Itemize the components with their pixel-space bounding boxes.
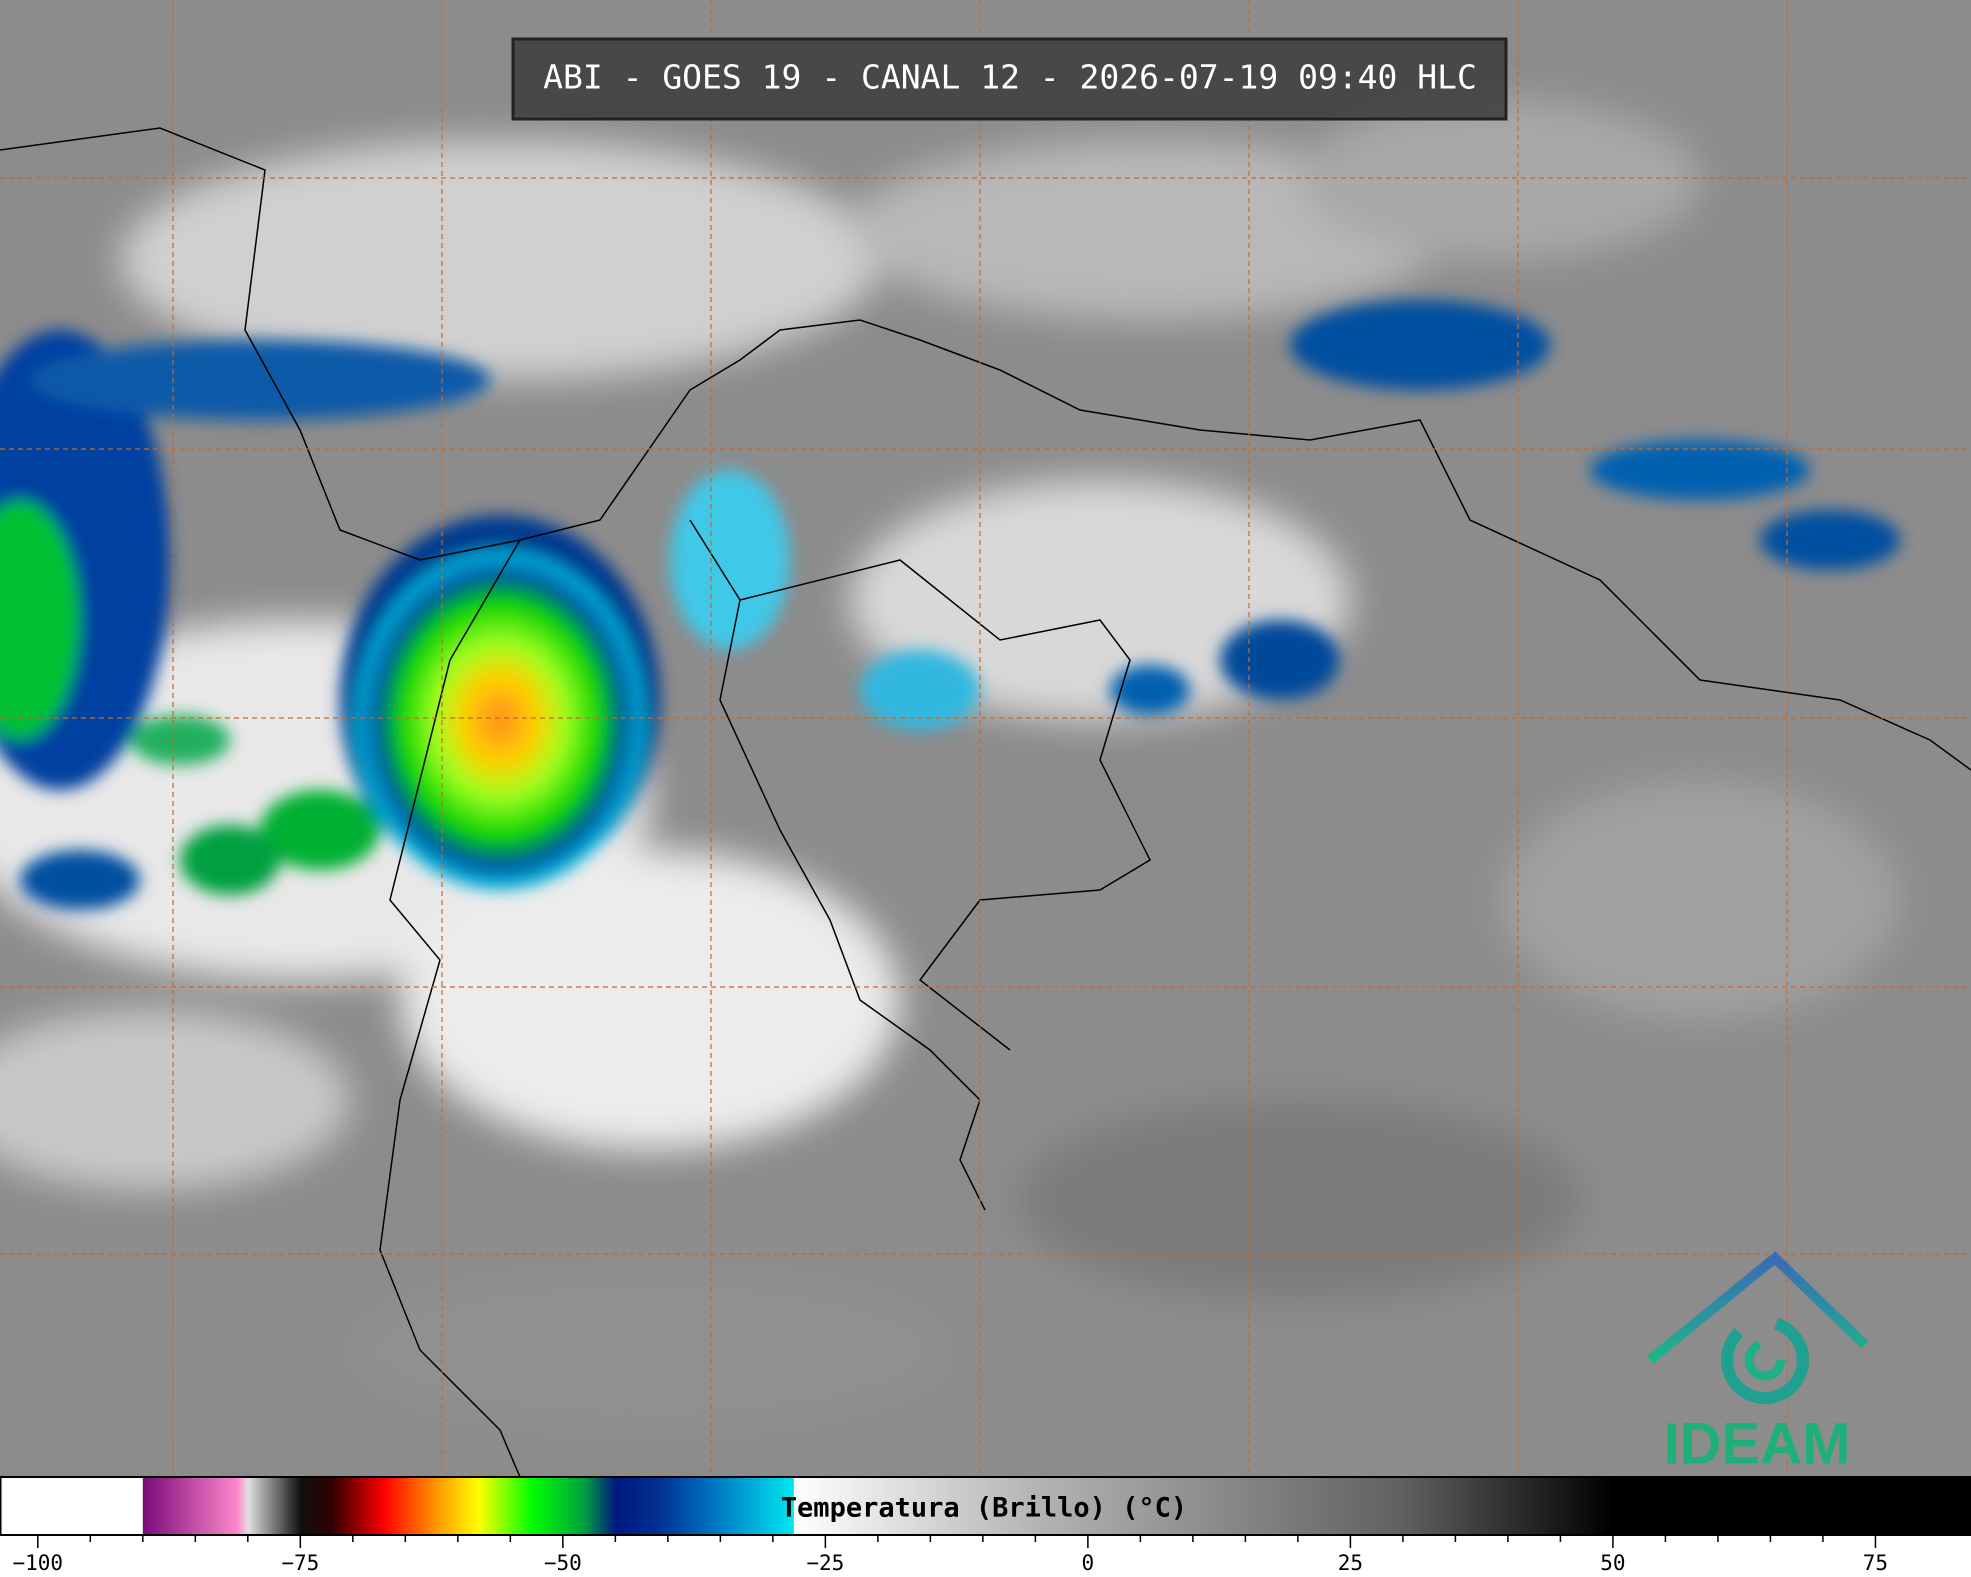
- colorbar-segment: [237, 1477, 249, 1535]
- tick-label: −25: [806, 1551, 844, 1575]
- colorbar-segment: [384, 1477, 438, 1535]
- colorbar-segment: [709, 1477, 795, 1535]
- logo-roof: [1646, 1251, 1869, 1364]
- tick-label: −50: [544, 1551, 582, 1575]
- tick-label: 25: [1338, 1551, 1363, 1575]
- tick-label: 75: [1863, 1551, 1888, 1575]
- colorbar-segment: [1035, 1477, 1404, 1535]
- colorbar-segment: [615, 1477, 658, 1535]
- colorbar-segment: [793, 1477, 1036, 1535]
- title-box: [511, 37, 1508, 121]
- title: ABI - GOES 19 - CANAL 12 - 2026-07-19 09…: [543, 58, 1477, 97]
- colorbar-segment: [300, 1477, 333, 1535]
- colorbar-segment: [478, 1477, 532, 1535]
- logo-text: IDEAM: [1664, 1411, 1851, 1476]
- colorbar-segment: [142, 1477, 238, 1535]
- tick-label: −75: [281, 1551, 319, 1575]
- logo: IDEAM: [1646, 1251, 1869, 1476]
- tick-label: −100: [13, 1551, 64, 1575]
- logo-swirl: [1721, 1316, 1809, 1404]
- convection: [0, 300, 1900, 910]
- colorbar-label: Temperatura (Brillo) (°C): [781, 1493, 1187, 1524]
- colorbar-segment: [331, 1477, 385, 1535]
- coastlines: [0, 127, 1971, 1478]
- colorbar-segment: [657, 1477, 711, 1535]
- colorbar-segment: [1402, 1477, 1614, 1535]
- graticule: [0, 0, 1971, 1477]
- colorbar-segment: [247, 1477, 301, 1535]
- colorbar-segment: [436, 1477, 480, 1535]
- colorbar: −100 −75 −50 −25 0 25 50 75: [0, 1476, 1971, 1575]
- colorbar-segment: [0, 1477, 144, 1535]
- logo-swirl: [1744, 1339, 1786, 1381]
- colorbar-segment: [531, 1477, 585, 1535]
- tick-label: 50: [1600, 1551, 1625, 1575]
- tick-label: 0: [1082, 1551, 1095, 1575]
- colorbar-segment: [1612, 1477, 1971, 1535]
- colorbar-segment: [583, 1477, 616, 1535]
